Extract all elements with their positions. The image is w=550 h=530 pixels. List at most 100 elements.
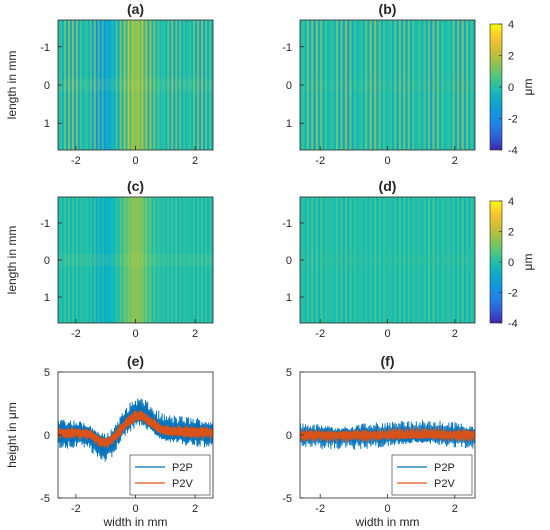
heatmap-stripe xyxy=(423,197,427,323)
heatmap-stripe xyxy=(371,20,375,150)
heatmap-stripe xyxy=(179,20,182,150)
colorbar-tick-label: 0 xyxy=(508,257,514,269)
heatmap-stripe xyxy=(322,197,326,323)
heatmap-stripe xyxy=(436,197,440,323)
heatmap-stripe xyxy=(125,197,128,323)
panel-title: (d) xyxy=(379,178,397,194)
heatmap-stripe xyxy=(385,20,388,150)
colorbar-tick-label: 2 xyxy=(508,227,514,239)
heatmap-stripe xyxy=(181,20,184,150)
heatmap-stripe xyxy=(333,20,337,150)
heatmap-stripe xyxy=(454,197,458,323)
heatmap-stripe xyxy=(129,20,132,150)
heatmap-stripe xyxy=(468,20,471,150)
heatmap-stripe xyxy=(133,197,136,323)
heatmap-stripe xyxy=(141,197,144,323)
heatmap-stripe xyxy=(81,20,85,150)
heatmap-stripe xyxy=(414,197,418,323)
heatmap-stripe xyxy=(195,197,198,323)
heatmap-stripe xyxy=(143,197,146,323)
heatmap-band xyxy=(58,254,213,266)
heatmap-stripe xyxy=(367,197,370,323)
heatmap-stripe xyxy=(353,20,357,150)
heatmap-stripe xyxy=(432,20,436,150)
heatmap-stripe xyxy=(183,20,186,150)
heatmap-stripe xyxy=(117,197,121,323)
heatmap-stripe xyxy=(185,20,188,150)
heatmap-stripe xyxy=(117,20,121,150)
heatmap-stripe xyxy=(317,20,321,150)
axes-box xyxy=(57,19,214,151)
heatmap-stripe xyxy=(145,20,148,150)
heatmap-stripe xyxy=(317,197,321,323)
y-tick-label: -1 xyxy=(282,218,292,230)
heatmap-stripe xyxy=(425,20,429,150)
heatmap-stripe xyxy=(205,197,208,323)
heatmap-stripe xyxy=(163,197,166,323)
heatmap-stripe xyxy=(75,197,79,323)
y-tick-label: 0 xyxy=(286,255,292,267)
heatmap-stripe xyxy=(374,20,377,150)
heatmap-stripe xyxy=(326,20,330,150)
heatmap-stripe xyxy=(407,20,411,150)
heatmap-stripe xyxy=(121,20,124,150)
heatmap-stripe xyxy=(131,197,134,323)
heatmap-stripe xyxy=(356,197,359,323)
heatmap-stripe xyxy=(165,197,168,323)
heatmap-stripe xyxy=(209,20,212,150)
heatmap-stripe xyxy=(119,197,122,323)
heatmap-stripe xyxy=(105,197,109,323)
heatmap-stripe xyxy=(69,197,73,323)
heatmap-stripe xyxy=(147,20,150,150)
heatmap-stripe xyxy=(380,20,384,150)
heatmap-stripe xyxy=(374,197,377,323)
heatmap-stripe xyxy=(369,20,373,150)
x-tick-label: 0 xyxy=(384,503,390,515)
heatmap-stripe xyxy=(459,197,462,323)
x-tick-label: 0 xyxy=(132,503,138,515)
heatmap-stripe xyxy=(340,197,344,323)
heatmap-stripe xyxy=(353,197,357,323)
heatmap-stripe xyxy=(450,197,453,323)
heatmap-stripe xyxy=(163,20,166,150)
x-tick-label: 2 xyxy=(192,155,198,167)
heatmap-stripe xyxy=(85,20,89,150)
series-line-p2v xyxy=(300,427,475,443)
heatmap-stripe xyxy=(151,20,154,150)
heatmap-stripe xyxy=(153,20,156,150)
heatmap-stripe xyxy=(101,20,105,150)
heatmap-stripe xyxy=(448,20,451,150)
heatmap-stripe xyxy=(338,20,341,150)
heatmap-stripe xyxy=(360,197,364,323)
heatmap-stripe xyxy=(137,20,140,150)
x-tick-label: 0 xyxy=(384,328,390,340)
heatmap-stripe xyxy=(83,20,87,150)
heatmap-stripe xyxy=(65,197,69,323)
heatmap-stripe xyxy=(311,197,314,323)
heatmap-stripe xyxy=(195,20,198,150)
heatmap-stripe xyxy=(322,20,326,150)
heatmap-stripe xyxy=(409,20,413,150)
heatmap-stripe xyxy=(99,20,103,150)
heatmap-stripe xyxy=(362,20,366,150)
x-tick-label: -2 xyxy=(315,155,325,167)
heatmap-stripe xyxy=(329,20,332,150)
heatmap-stripe xyxy=(209,197,212,323)
heatmap-stripe xyxy=(452,197,456,323)
heatmap-stripe xyxy=(93,20,97,150)
heatmap-stripe xyxy=(351,20,355,150)
heatmap-image xyxy=(300,197,475,323)
heatmap-stripe xyxy=(77,197,81,323)
plot-area xyxy=(58,398,213,462)
heatmap-stripe xyxy=(376,197,379,323)
y-tick-label: -1 xyxy=(40,42,50,54)
heatmap-stripe xyxy=(400,197,404,323)
heatmap-stripe xyxy=(425,197,429,323)
panel-b: (b) -1 0 1 -2 0 2 xyxy=(282,1,476,167)
heatmap-stripe xyxy=(207,20,210,150)
panel-title: (f) xyxy=(381,353,395,369)
